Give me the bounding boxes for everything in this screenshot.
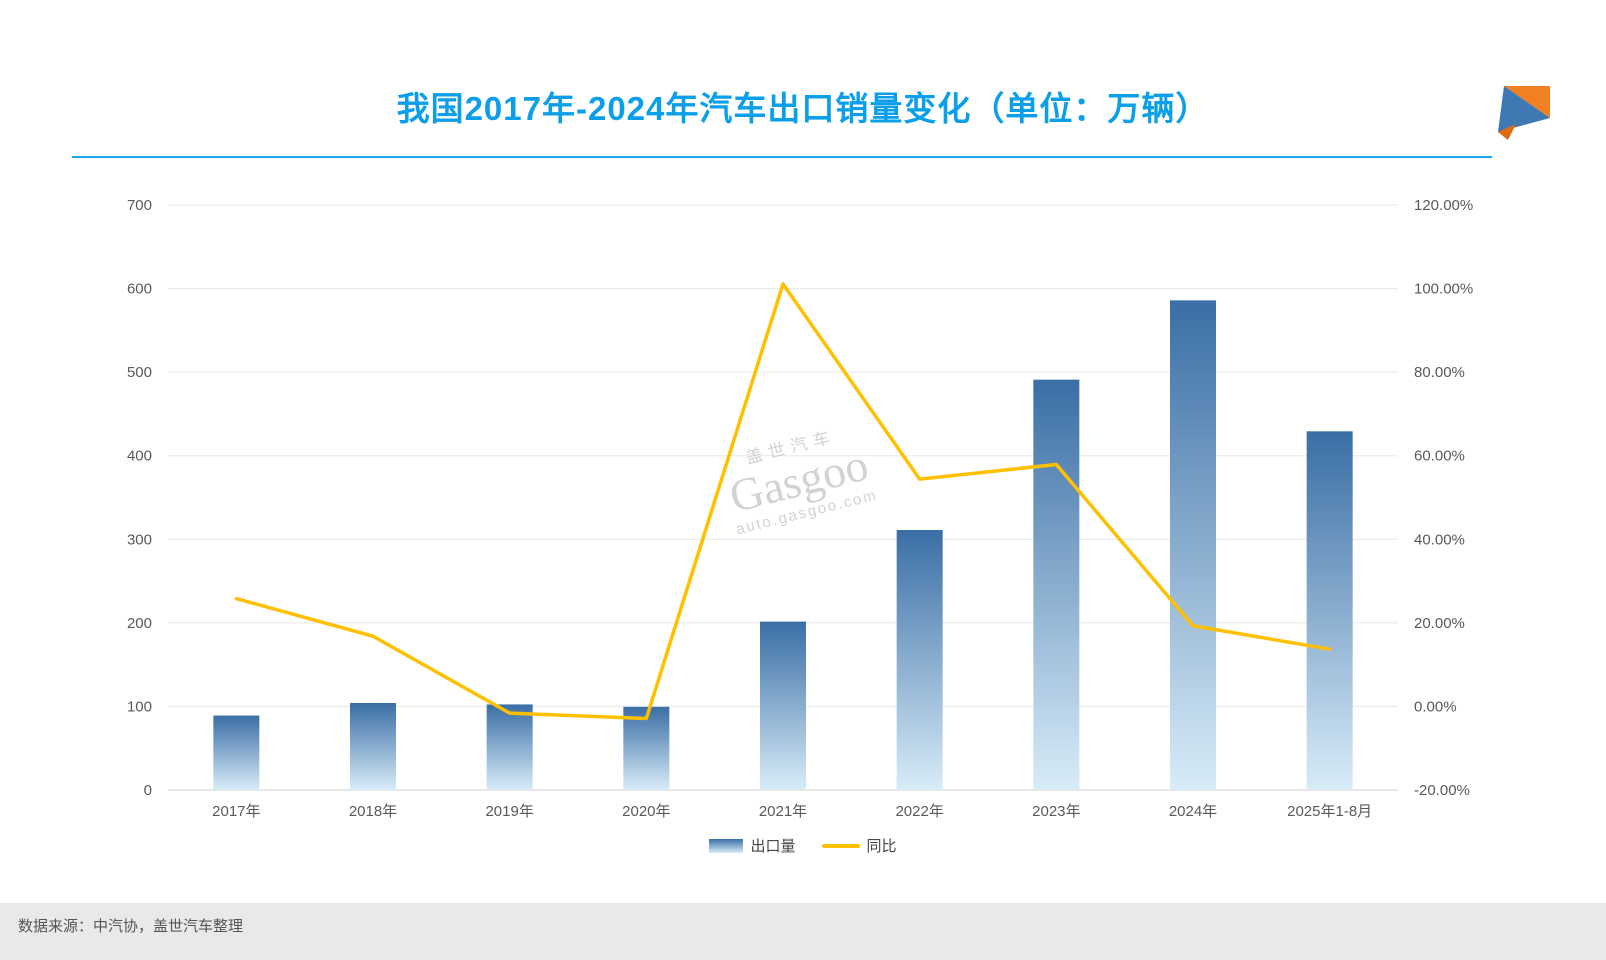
line-series-swatch xyxy=(821,843,860,848)
x-axis-label: 2021年 xyxy=(759,803,807,820)
left-axis-tick: 400 xyxy=(127,448,152,465)
x-axis-label: 2024年 xyxy=(1169,803,1217,820)
left-axis-tick: 200 xyxy=(127,615,152,632)
legend-label-export-volume: 出口量 xyxy=(750,838,796,855)
yoy-line xyxy=(234,282,1332,721)
legend-label-yoy: 同比 xyxy=(866,838,897,855)
page-title: 我国2017年-2024年汽车出口销量变化（单位：万辆） xyxy=(396,90,1210,127)
right-axis-tick: 60.00% xyxy=(1414,448,1465,465)
right-axis-tick: 120.00% xyxy=(1414,197,1473,214)
right-axis-tick: 100.00% xyxy=(1414,281,1473,298)
x-axis-label: 2018年 xyxy=(349,803,397,820)
bar-2025年1-8月 xyxy=(1306,431,1353,790)
left-axis-tick: 500 xyxy=(127,364,152,381)
bar-2020年 xyxy=(623,706,670,790)
legend-item-export-volume[interactable]: 出口量 xyxy=(709,835,796,856)
right-axis-tick: 80.00% xyxy=(1414,364,1465,381)
x-axis-label: 2022年 xyxy=(895,803,943,820)
left-axis-tick: 600 xyxy=(127,281,152,298)
x-axis-label: 2019年 xyxy=(485,803,533,820)
bar-2023年 xyxy=(1033,379,1080,790)
left-axis-tick: 300 xyxy=(127,531,152,548)
footer-bar: 数据来源：中汽协，盖世汽车整理 xyxy=(0,903,1606,960)
x-axis-label: 2020年 xyxy=(622,803,670,820)
bar-2024年 xyxy=(1170,300,1216,790)
right-axis-tick: 0.00% xyxy=(1414,698,1457,715)
chart-legend: 出口量 同比 xyxy=(0,835,1606,856)
bar-2018年 xyxy=(350,703,396,790)
right-axis-tick: 20.00% xyxy=(1414,615,1465,632)
left-axis-tick: 0 xyxy=(144,782,152,799)
legend-item-yoy[interactable]: 同比 xyxy=(821,835,897,856)
gasgoo-logo-icon xyxy=(1498,86,1550,140)
bar-2017年 xyxy=(213,715,260,790)
bar-2021年 xyxy=(760,621,806,790)
right-axis-tick: -20.00% xyxy=(1414,782,1470,799)
right-axis-tick: 40.00% xyxy=(1414,531,1465,548)
bar-2019年 xyxy=(486,704,533,790)
x-axis-label: 2017年 xyxy=(212,803,260,820)
x-axis-label: 2025年1-8月 xyxy=(1287,803,1372,820)
title-divider xyxy=(72,156,1492,158)
left-axis-tick: 100 xyxy=(127,698,152,715)
left-axis-tick: 700 xyxy=(127,197,152,214)
bar-series-swatch xyxy=(709,838,744,853)
bar-2022年 xyxy=(896,530,943,790)
data-source-text: 数据来源：中汽协，盖世汽车整理 xyxy=(18,918,244,935)
x-axis-label: 2023年 xyxy=(1032,803,1080,820)
